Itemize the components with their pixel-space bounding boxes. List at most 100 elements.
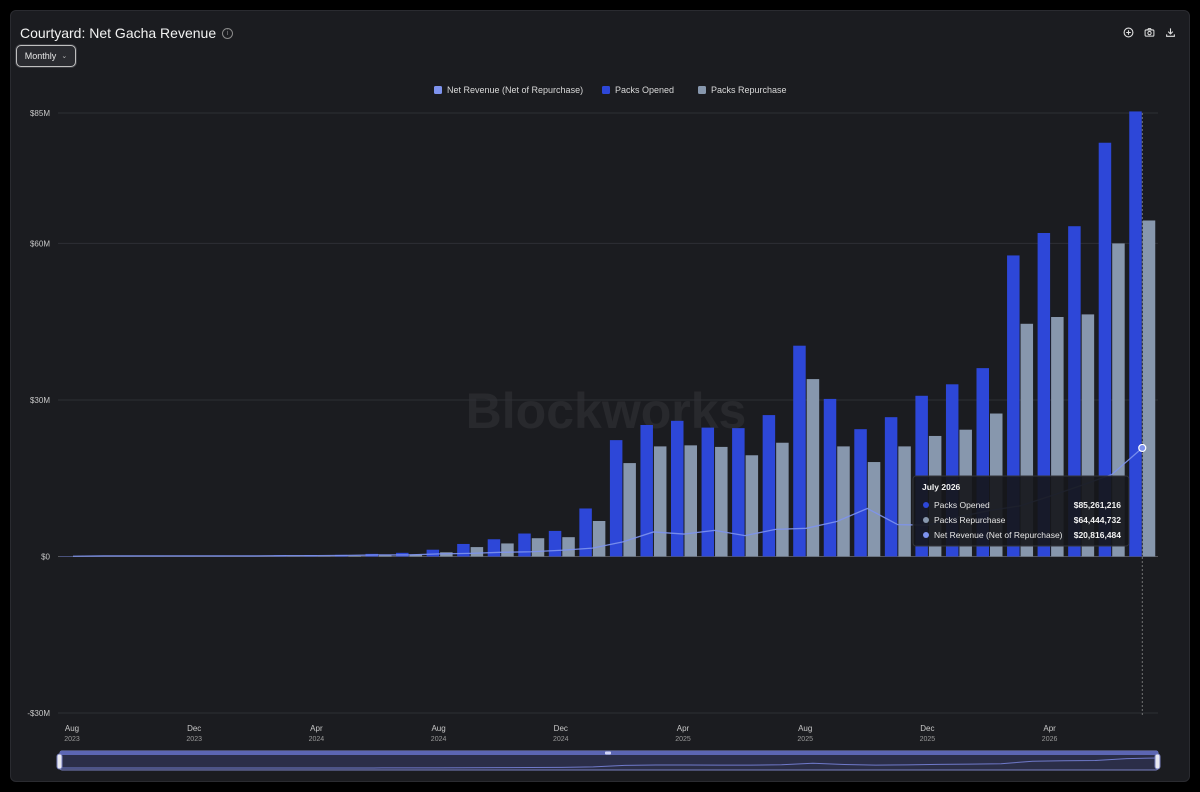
bar-packs-opened [1068, 226, 1081, 557]
y-tick-label: $85M [30, 109, 50, 118]
bar-packs-repurchase [1142, 220, 1156, 557]
chart-title-row: Courtyard: Net Gacha Revenue i [20, 25, 234, 41]
y-tick-label: $60M [30, 239, 50, 248]
y-axis: $85M $60M $30M $0 -$30M [27, 109, 50, 718]
x-tick-label: Dec [187, 724, 201, 733]
bar-packs-repurchase [776, 442, 789, 557]
x-tick-label: Dec [554, 724, 568, 733]
tooltip-marker [923, 517, 929, 523]
x-tick-label: Aug [431, 724, 445, 733]
legend-label: Packs Opened [615, 85, 674, 95]
zoom-slider[interactable] [56, 750, 1161, 771]
watermark: Blockworks [466, 383, 747, 439]
legend: Net Revenue (Net of Repurchase) Packs Ope… [434, 85, 787, 95]
bar-packs-repurchase [531, 538, 545, 557]
bar-packs-opened [487, 539, 501, 557]
bar-packs-opened [793, 345, 806, 557]
bar-packs-repurchase [379, 555, 392, 557]
bar-packs-opened [426, 549, 440, 557]
x-tick-year: 2023 [186, 736, 202, 743]
tooltip: July 2026 Packs Opened $85,261,216 Packs Re… [912, 475, 1130, 547]
y-tick-label: $30M [30, 396, 50, 405]
bar-packs-opened [640, 425, 653, 557]
bar-packs-repurchase [653, 446, 667, 557]
chart-panel: Courtyard: Net Gacha Revenue i Monthly ⌄ [10, 10, 1190, 782]
x-tick-year: 2024 [553, 736, 569, 743]
bar-packs-repurchase [806, 379, 820, 557]
x-tick-year: 2025 [920, 736, 936, 743]
bar-packs-opened [701, 427, 715, 557]
bar-packs-repurchase [867, 462, 881, 557]
chart-toolbar [1123, 27, 1176, 38]
x-tick-label: Apr [310, 724, 323, 733]
bar-packs-repurchase [745, 455, 759, 557]
bar-packs-opened [1098, 142, 1112, 557]
tooltip-label: Packs Opened [934, 500, 990, 510]
tooltip-marker [923, 502, 929, 508]
legend-swatch[interactable] [434, 86, 442, 94]
bar-packs-repurchase [562, 537, 575, 557]
x-tick-year: 2025 [675, 736, 691, 743]
bar-packs-repurchase [501, 543, 514, 557]
x-tick-year: 2026 [1042, 736, 1058, 743]
line-point-highlight [1138, 443, 1147, 453]
bar-packs-repurchase [898, 446, 911, 557]
tooltip-label: Net Revenue (Net of Repurchase) [934, 530, 1063, 540]
bar-packs-opened [884, 417, 898, 557]
period-dropdown[interactable]: Monthly ⌄ [16, 45, 76, 67]
bar-packs-repurchase [348, 555, 361, 557]
bar-packs-repurchase [470, 547, 484, 557]
tooltip-value: $85,261,216 [1074, 500, 1122, 510]
bar-packs-repurchase [837, 446, 850, 557]
x-tick-label: Dec [920, 724, 934, 733]
x-tick-year: 2023 [64, 736, 80, 743]
tooltip-box [912, 475, 1130, 547]
bar-packs-repurchase [684, 445, 697, 557]
x-tick-year: 2024 [309, 736, 325, 743]
x-tick-label: Apr [1043, 724, 1056, 733]
x-axis: Aug 2023 Dec 2023 Apr 2024 Aug 2024 Dec 2024 Apr 20… [64, 724, 1057, 743]
tooltip-value: $20,816,484 [1074, 530, 1122, 540]
bar-packs-opened [579, 508, 592, 557]
bar-packs-opened [457, 543, 470, 557]
zoom-preview-line [59, 757, 1159, 769]
legend-label: Net Revenue (Net of Repurchase) [447, 85, 583, 95]
tooltip-marker [923, 532, 929, 538]
zoom-handle-left[interactable] [56, 753, 63, 770]
bar-packs-repurchase [623, 463, 636, 557]
bar-packs-opened [548, 530, 562, 557]
download-icon[interactable] [1165, 27, 1176, 38]
bar-packs-opened [1129, 111, 1142, 557]
bar-packs-opened [823, 398, 837, 557]
chevron-down-icon: ⌄ [61, 53, 68, 60]
y-tick-label: $0 [41, 552, 50, 561]
bar-packs-opened [518, 533, 531, 557]
bar-packs-opened [762, 415, 776, 557]
bar-packs-opened [671, 420, 684, 557]
info-icon[interactable]: i [222, 27, 234, 39]
legend-label: Packs Repurchase [711, 85, 787, 95]
legend-swatch[interactable] [602, 86, 610, 94]
x-tick-year: 2025 [797, 736, 813, 743]
bar-packs-repurchase [592, 521, 606, 557]
zoom-drag-handle[interactable] [605, 751, 611, 755]
x-tick-label: Aug [65, 724, 79, 733]
tooltip-value: $64,444,732 [1074, 515, 1122, 525]
chart-title: Courtyard: Net Gacha Revenue [20, 25, 217, 41]
y-tick-label: -$30M [27, 709, 50, 718]
x-tick-label: Aug [798, 724, 812, 733]
bar-packs-opened [732, 428, 745, 557]
zoom-handle-right[interactable] [1154, 753, 1161, 770]
add-icon[interactable] [1123, 27, 1134, 38]
tooltip-title: July 2026 [922, 482, 961, 492]
bar-packs-repurchase [715, 446, 728, 557]
x-tick-label: Apr [677, 724, 690, 733]
bar-packs-opened [609, 440, 623, 557]
legend-swatch[interactable] [698, 86, 706, 94]
tooltip-label: Packs Repurchase [934, 515, 1006, 525]
bar-packs-opened [854, 429, 867, 557]
camera-icon[interactable] [1144, 27, 1155, 38]
period-dropdown-label: Monthly [24, 51, 57, 61]
x-tick-year: 2024 [431, 736, 447, 743]
